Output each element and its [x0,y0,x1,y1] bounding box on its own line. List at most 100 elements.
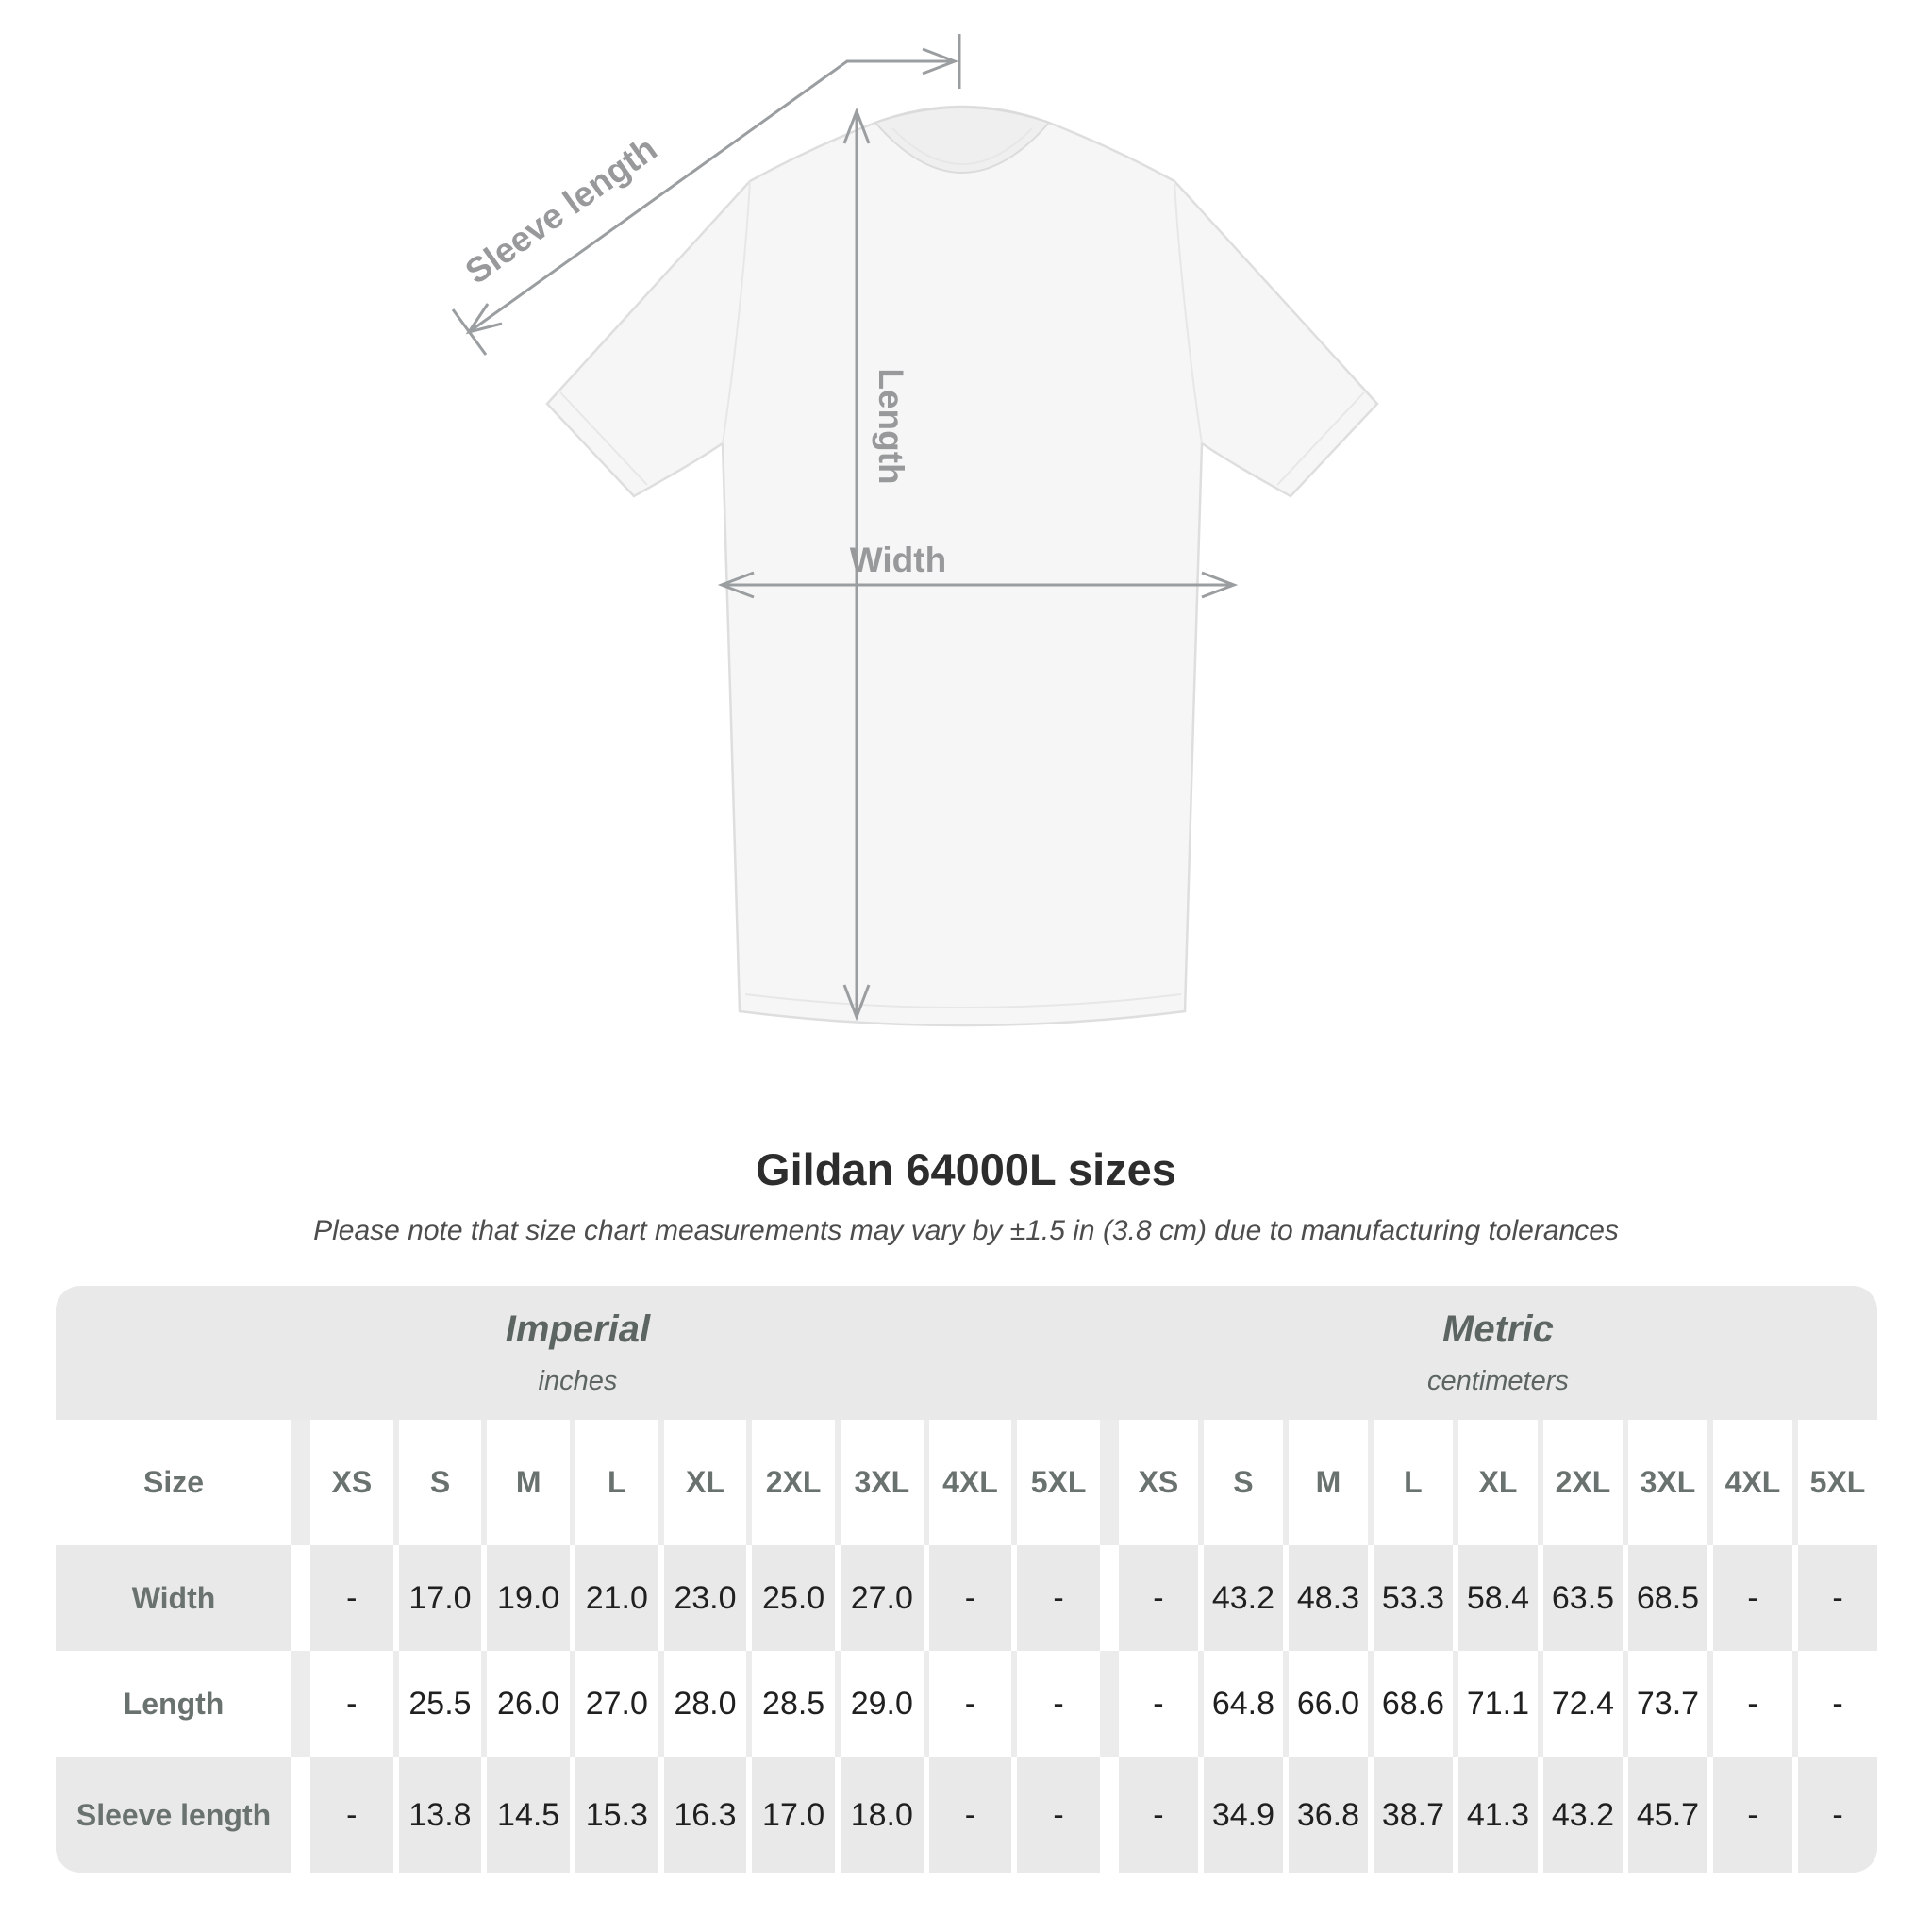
cell: 17.0 [752,1757,835,1873]
left-sleeve-seam [722,180,751,444]
group-divider [297,1757,305,1873]
col-header-metric-3xl: 3XL [1627,1420,1707,1545]
tshirt-illustration [545,105,1379,1027]
left-cuff-stitch [559,391,648,486]
group-divider [1106,1420,1113,1545]
tshirt-measurement-diagram: Sleeve length Length Width [451,34,1379,1027]
cell: 28.0 [663,1651,747,1757]
row-label-width: Width [56,1545,291,1651]
cell: 36.8 [1288,1757,1368,1873]
cell: 58.4 [1457,1545,1538,1651]
cell: - [1797,1545,1877,1651]
group-divider [297,1545,305,1651]
cell: 48.3 [1288,1545,1368,1651]
cell: - [310,1757,393,1873]
metric-unit: centimeters [1427,1366,1569,1396]
group-divider [297,1651,305,1757]
row-label-length: Length [56,1651,291,1757]
col-header-imperial-4xl: 4XL [928,1420,1012,1545]
cell: 45.7 [1627,1757,1707,1873]
cell: - [1712,1651,1792,1757]
right-cuff-stitch [1276,391,1365,486]
width-arrowhead-right [1201,571,1239,599]
cell: 29.0 [840,1651,924,1757]
imperial-label: Imperial [505,1308,651,1350]
collar [874,107,1051,174]
metric-label: Metric [1442,1308,1554,1350]
cell: 15.3 [575,1757,658,1873]
col-header-imperial-m: M [487,1420,570,1545]
cell: 66.0 [1288,1651,1368,1757]
cell: 43.2 [1542,1757,1623,1873]
cell: 17.0 [398,1545,482,1651]
cell: 63.5 [1542,1545,1623,1651]
sleeve-length-tick-cuff [451,308,488,356]
cell: 68.6 [1373,1651,1453,1757]
cell: - [1017,1757,1100,1873]
cell: - [928,1545,1012,1651]
cell: - [1797,1757,1877,1873]
cell: 18.0 [840,1757,924,1873]
length-arrowhead-bottom [842,984,871,1022]
cell: 71.1 [1457,1651,1538,1757]
col-header-metric-4xl: 4XL [1712,1420,1792,1545]
cell: - [1118,1545,1198,1651]
unit-group-metric: Metric centimeters [1119,1286,1877,1420]
cell: 38.7 [1373,1757,1453,1873]
cell: 23.0 [663,1545,747,1651]
hem-stitch [744,993,1182,1008]
cell: 26.0 [487,1651,570,1757]
cell: - [928,1757,1012,1873]
col-header-imperial-2xl: 2XL [752,1420,835,1545]
width-label: Width [850,541,946,579]
cell: 27.0 [575,1651,658,1757]
cell: 28.5 [752,1651,835,1757]
cell: - [1017,1545,1100,1651]
table-row-width: Width - 17.0 19.0 21.0 23.0 25.0 27.0 - … [56,1545,1877,1651]
width-arrowhead-left [717,571,755,599]
cell: 53.3 [1373,1545,1453,1651]
cell: 21.0 [575,1545,658,1651]
cell: - [310,1545,393,1651]
cell: - [1712,1757,1792,1873]
cell: 72.4 [1542,1651,1623,1757]
col-header-imperial-s: S [398,1420,482,1545]
col-header-imperial-xs: XS [310,1420,393,1545]
col-header-metric-2xl: 2XL [1542,1420,1623,1545]
right-sleeve-seam [1174,180,1203,444]
group-divider [1106,1757,1113,1873]
cell: - [1797,1651,1877,1757]
col-header-imperial-5xl: 5XL [1017,1420,1100,1545]
table-row-length: Length - 25.5 26.0 27.0 28.0 28.5 29.0 -… [56,1651,1877,1757]
unit-header-band: Imperial inches Metric centimeters [56,1286,1877,1420]
cell: 27.0 [840,1545,924,1651]
tshirt-outline [545,105,1379,1027]
cell: 73.7 [1627,1651,1707,1757]
tolerance-note: Please note that size chart measurements… [313,1215,1619,1246]
cell: 13.8 [398,1757,482,1873]
col-header-imperial-3xl: 3XL [840,1420,924,1545]
col-header-metric-5xl: 5XL [1797,1420,1877,1545]
col-header-metric-m: M [1288,1420,1368,1545]
size-column-header: Size [56,1420,291,1545]
imperial-unit: inches [538,1366,618,1396]
cell: - [1118,1651,1198,1757]
col-header-metric-l: L [1373,1420,1453,1545]
page-title: Gildan 64000L sizes [756,1144,1176,1194]
cell: 34.9 [1203,1757,1283,1873]
row-label-sleeve-length: Sleeve length [56,1757,291,1873]
cell: 64.8 [1203,1651,1283,1757]
cell: 25.5 [398,1651,482,1757]
cell: 43.2 [1203,1545,1283,1651]
cell: 41.3 [1457,1757,1538,1873]
cell: 19.0 [487,1545,570,1651]
cell: - [1712,1545,1792,1651]
cell: 25.0 [752,1545,835,1651]
col-header-imperial-xl: XL [663,1420,747,1545]
size-chart-table: Imperial inches Metric centimeters Size … [56,1286,1877,1873]
col-header-metric-xl: XL [1457,1420,1538,1545]
col-header-imperial-l: L [575,1420,658,1545]
cell: - [310,1651,393,1757]
size-header-row: Size XS S M L XL 2XL 3XL 4XL 5XL XS S M … [56,1420,1877,1545]
sleeve-length-arrow-line [468,59,955,334]
